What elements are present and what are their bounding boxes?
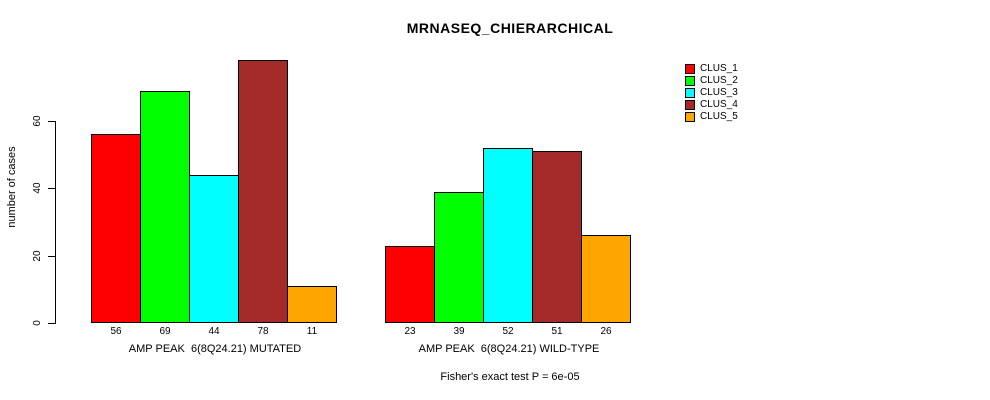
legend-label: CLUS_4: [700, 99, 738, 110]
y-axis-tick: [48, 188, 55, 189]
y-tick-label: 60: [32, 115, 43, 127]
bar-value-label: 51: [551, 326, 563, 337]
legend-swatch: [685, 76, 695, 86]
group-label-mutated: AMP PEAK 6(8Q24.21) MUTATED: [128, 343, 302, 355]
bar-clus_3-group1: [189, 175, 239, 323]
bar-clus_5-group2: [581, 235, 631, 323]
bar-value-label: 11: [306, 326, 318, 337]
bar-clus_1-group1: [91, 134, 141, 323]
bar-value-label: 78: [257, 326, 269, 337]
legend-item: CLUS_1: [685, 63, 738, 75]
legend-label: CLUS_1: [700, 63, 738, 74]
legend-swatch: [685, 100, 695, 110]
legend-item: CLUS_3: [685, 87, 738, 99]
group-label-wild-type: AMP PEAK 6(8Q24.21) WILD-TYPE: [418, 343, 600, 355]
bar-value-label: 39: [453, 326, 465, 337]
y-tick-label: 40: [32, 182, 43, 194]
annotation-text: Fisher's exact test P = 6e-05: [440, 371, 580, 383]
bar-clus_3-group2: [483, 148, 533, 323]
bar-clus_4-group1: [238, 60, 288, 323]
legend-label: CLUS_5: [700, 111, 738, 122]
y-axis-tick: [48, 121, 55, 122]
legend-label: CLUS_2: [700, 75, 738, 86]
bar-value-label: 23: [404, 326, 416, 337]
legend-swatch: [685, 64, 695, 74]
legend-item: CLUS_5: [685, 111, 738, 123]
legend-item: CLUS_2: [685, 75, 738, 87]
legend-swatch: [685, 88, 695, 98]
bar-value-label: 69: [159, 326, 171, 337]
bar-clus_2-group2: [434, 192, 484, 323]
legend-item: CLUS_4: [685, 99, 738, 111]
bar-value-label: 56: [110, 326, 122, 337]
bar-value-label: 44: [208, 326, 220, 337]
legend-label: CLUS_3: [700, 87, 738, 98]
bar-value-label: 26: [600, 326, 612, 337]
y-tick-label: 20: [32, 250, 43, 262]
bar-value-label: 52: [502, 326, 514, 337]
bar-clus_5-group1: [287, 286, 337, 323]
bar-clus_1-group2: [385, 246, 435, 323]
y-tick-label: 0: [32, 320, 43, 326]
chart-title: MRNASEQ_CHIERARCHICAL: [406, 20, 614, 36]
bar-clus_2-group1: [140, 91, 190, 323]
y-axis-label: number of cases: [6, 146, 18, 228]
bar-clus_4-group2: [532, 151, 582, 323]
legend-swatch: [685, 112, 695, 122]
y-axis-line: [55, 121, 56, 324]
y-axis-tick: [48, 256, 55, 257]
legend: CLUS_1 CLUS_2 CLUS_3 CLUS_4 CLUS_5: [685, 63, 738, 123]
y-axis-tick: [48, 323, 55, 324]
